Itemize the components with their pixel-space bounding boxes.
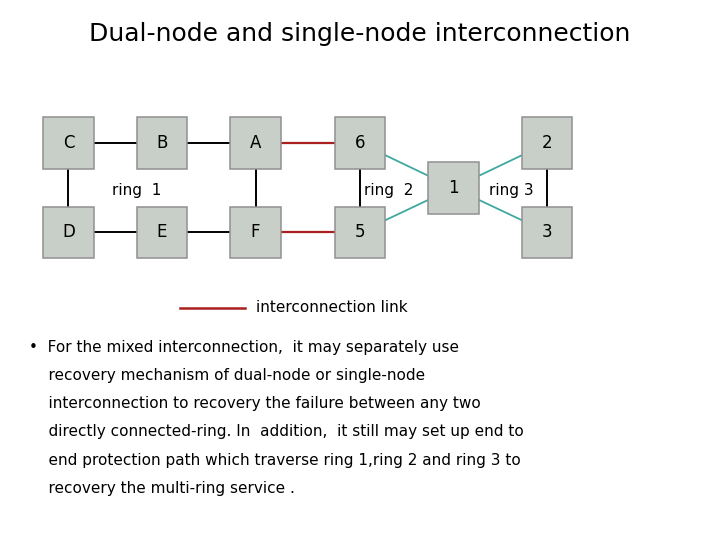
Text: ring 3: ring 3 (489, 183, 534, 198)
FancyBboxPatch shape (230, 206, 281, 258)
FancyBboxPatch shape (137, 206, 187, 258)
Text: C: C (63, 134, 74, 152)
Text: 2: 2 (542, 134, 552, 152)
Text: 6: 6 (355, 134, 365, 152)
Text: 3: 3 (542, 223, 552, 241)
Text: 5: 5 (355, 223, 365, 241)
FancyBboxPatch shape (43, 206, 94, 258)
FancyBboxPatch shape (428, 162, 479, 213)
Text: interconnection link: interconnection link (256, 300, 408, 315)
Text: recovery the multi-ring service .: recovery the multi-ring service . (29, 481, 294, 496)
Text: F: F (251, 223, 261, 241)
FancyBboxPatch shape (335, 206, 385, 258)
FancyBboxPatch shape (522, 206, 572, 258)
Text: D: D (62, 223, 75, 241)
Text: directly connected-ring. In  addition,  it still may set up end to: directly connected-ring. In addition, it… (29, 424, 523, 440)
Text: B: B (156, 134, 168, 152)
Text: end protection path which traverse ring 1,ring 2 and ring 3 to: end protection path which traverse ring … (29, 453, 521, 468)
Text: •  For the mixed interconnection,  it may separately use: • For the mixed interconnection, it may … (29, 340, 459, 355)
Text: A: A (250, 134, 261, 152)
Text: Dual-node and single-node interconnection: Dual-node and single-node interconnectio… (89, 22, 631, 45)
Text: 1: 1 (449, 179, 459, 197)
Text: interconnection to recovery the failure between any two: interconnection to recovery the failure … (29, 396, 480, 411)
FancyBboxPatch shape (230, 117, 281, 168)
Text: E: E (157, 223, 167, 241)
Text: ring  1: ring 1 (112, 183, 161, 198)
FancyBboxPatch shape (335, 117, 385, 168)
FancyBboxPatch shape (137, 117, 187, 168)
Text: recovery mechanism of dual-node or single-node: recovery mechanism of dual-node or singl… (29, 368, 425, 383)
FancyBboxPatch shape (43, 117, 94, 168)
Text: ring  2: ring 2 (364, 183, 413, 198)
FancyBboxPatch shape (522, 117, 572, 168)
